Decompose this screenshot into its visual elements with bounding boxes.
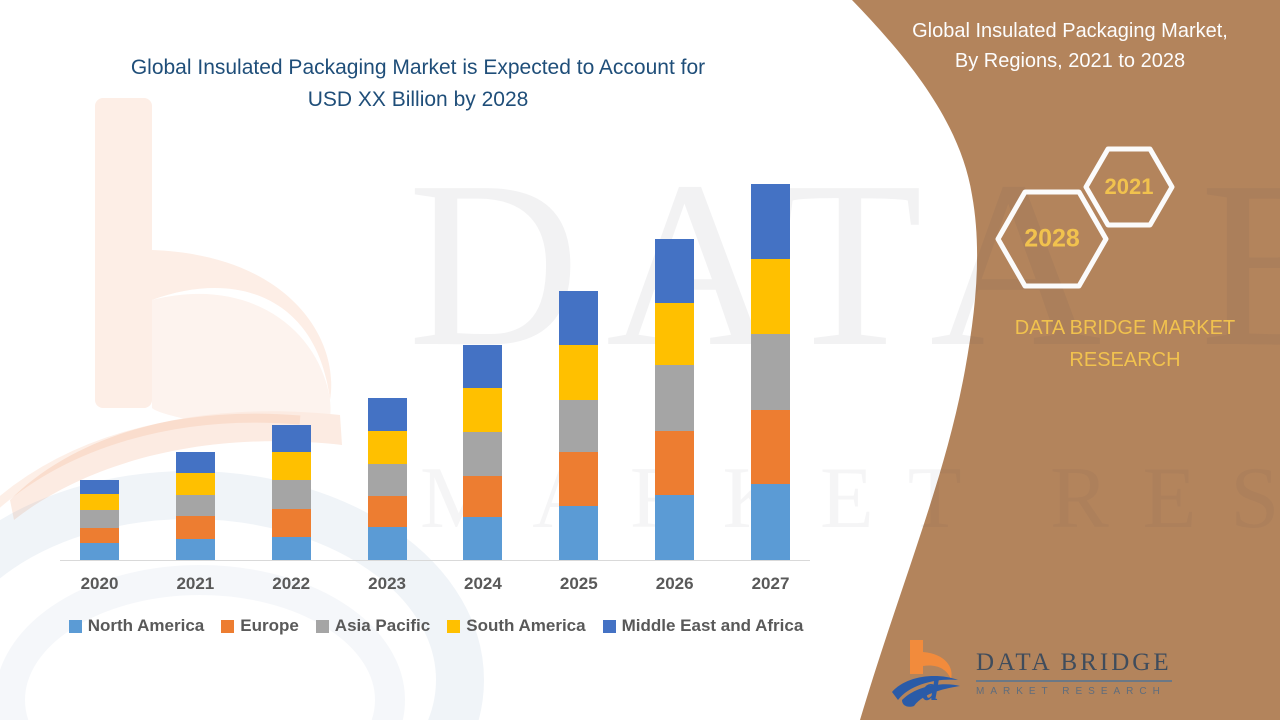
chart-legend: North America Europe Asia Pacific South Ame… xyxy=(58,616,814,636)
legend-label: North America xyxy=(87,616,205,635)
legend-label: Middle East and Africa xyxy=(621,616,804,635)
legend-item-south-america: South America xyxy=(447,616,586,636)
x-axis-label-2023: 2023 xyxy=(368,574,406,593)
bar-segment-asia-pacific xyxy=(271,479,311,509)
hexagon-2028-label: 2028 xyxy=(1024,224,1080,253)
bar-segment-north-america xyxy=(463,516,503,560)
bar-segment-asia-pacific xyxy=(751,334,791,410)
x-axis-label-2026: 2026 xyxy=(655,574,694,593)
bar-segment-north-america xyxy=(271,537,311,560)
bar-segment-middle-east-and-africa xyxy=(559,291,599,345)
legend-item-middle-east-and-africa: Middle East and Africa xyxy=(602,616,804,636)
chart-title: Global Insulated Packaging Market is Exp… xyxy=(58,52,778,116)
logo-wordmark: DATA BRIDGE xyxy=(976,649,1172,682)
hexagon-2021-label: 2021 xyxy=(1104,174,1154,199)
bar-segment-north-america xyxy=(175,538,215,560)
x-axis-line xyxy=(60,560,810,561)
bar-segment-north-america xyxy=(80,542,119,560)
bar-segment-middle-east-and-africa xyxy=(271,425,311,452)
bar-segment-asia-pacific xyxy=(559,399,599,452)
bar-segment-south-america xyxy=(463,388,503,432)
legend-swatch-icon xyxy=(315,619,329,633)
panel-title-line2: By Regions, 2021 to 2028 xyxy=(954,50,1186,72)
bar-segment-north-america xyxy=(367,526,407,560)
data-bridge-logo-icon: d xyxy=(892,640,960,708)
bar-segment-europe xyxy=(175,516,215,539)
hexagon-2021-icon xyxy=(1083,146,1175,228)
legend-label: South America xyxy=(466,616,586,635)
panel-title-line1: Global Insulated Packaging Market, xyxy=(912,20,1228,42)
legend-item-europe: Europe xyxy=(221,616,299,636)
hexagon-badges xyxy=(995,146,1175,289)
bar-segment-south-america xyxy=(271,452,311,480)
bar-segment-asia-pacific xyxy=(463,431,503,476)
chart-title-line1: Global Insulated Packaging Market is Exp… xyxy=(130,56,706,79)
legend-label: Europe xyxy=(240,616,299,635)
bar-segment-europe xyxy=(559,451,599,506)
company-logo: d DATA BRIDGE MARKET RESEARCH xyxy=(888,634,1172,712)
x-axis-label-2027: 2027 xyxy=(751,574,790,593)
bar-segment-asia-pacific xyxy=(175,494,215,517)
bar-segment-asia-pacific xyxy=(655,365,695,431)
bar-segment-middle-east-and-africa xyxy=(463,344,503,389)
x-axis-label-2024: 2024 xyxy=(464,574,502,593)
bar-segment-north-america xyxy=(751,484,791,560)
bar-segment-asia-pacific xyxy=(80,510,119,528)
bar-segment-europe xyxy=(751,409,791,484)
bar-segment-south-america xyxy=(559,344,599,400)
bar-segment-middle-east-and-africa xyxy=(751,183,791,259)
bar-segment-europe xyxy=(271,508,311,538)
watermark-b-logo xyxy=(10,98,342,520)
x-axis-label-2022: 2022 xyxy=(272,574,311,593)
svg-text:d: d xyxy=(922,671,940,708)
legend-label: Asia Pacific xyxy=(334,616,431,635)
bar-segment-south-america xyxy=(175,472,215,495)
bar-segment-south-america xyxy=(80,493,119,511)
legend-swatch-icon xyxy=(221,619,235,633)
legend-swatch-icon xyxy=(602,619,616,633)
bar-segment-south-america xyxy=(367,430,407,464)
legend-swatch-icon xyxy=(447,619,461,633)
bar-segment-europe xyxy=(80,527,119,543)
x-axis-label-2021: 2021 xyxy=(176,574,215,593)
legend-item-north-america: North America xyxy=(68,616,205,636)
bar-segment-middle-east-and-africa xyxy=(367,398,407,431)
bar-segment-europe xyxy=(463,475,503,517)
bar-segment-north-america xyxy=(655,494,695,560)
x-axis-label-2020: 2020 xyxy=(80,574,119,593)
panel-brand-text: DATA BRIDGE MARKET RESEARCH xyxy=(1014,317,1236,371)
hexagon-2028-icon xyxy=(995,189,1109,289)
bar-segment-south-america xyxy=(655,302,695,366)
chart-title-line2: USD XX Billion by 2028 xyxy=(307,88,529,111)
bar-segment-asia-pacific xyxy=(367,463,407,496)
legend-item-asia-pacific: Asia Pacific xyxy=(315,616,431,636)
bar-segment-middle-east-and-africa xyxy=(655,238,695,303)
bar-segment-middle-east-and-africa xyxy=(175,452,215,473)
logo-subtext: MARKET RESEARCH xyxy=(976,686,1166,697)
bar-segment-europe xyxy=(655,430,695,495)
bar-segment-europe xyxy=(367,496,407,527)
bar-segment-middle-east-and-africa xyxy=(80,479,119,494)
bar-segment-north-america xyxy=(559,505,599,560)
bar-segment-south-america xyxy=(751,258,791,334)
panel-title: Global Insulated Packaging Market, By Re… xyxy=(870,16,1270,76)
x-axis-label-2025: 2025 xyxy=(559,574,598,593)
legend-swatch-icon xyxy=(68,619,82,633)
